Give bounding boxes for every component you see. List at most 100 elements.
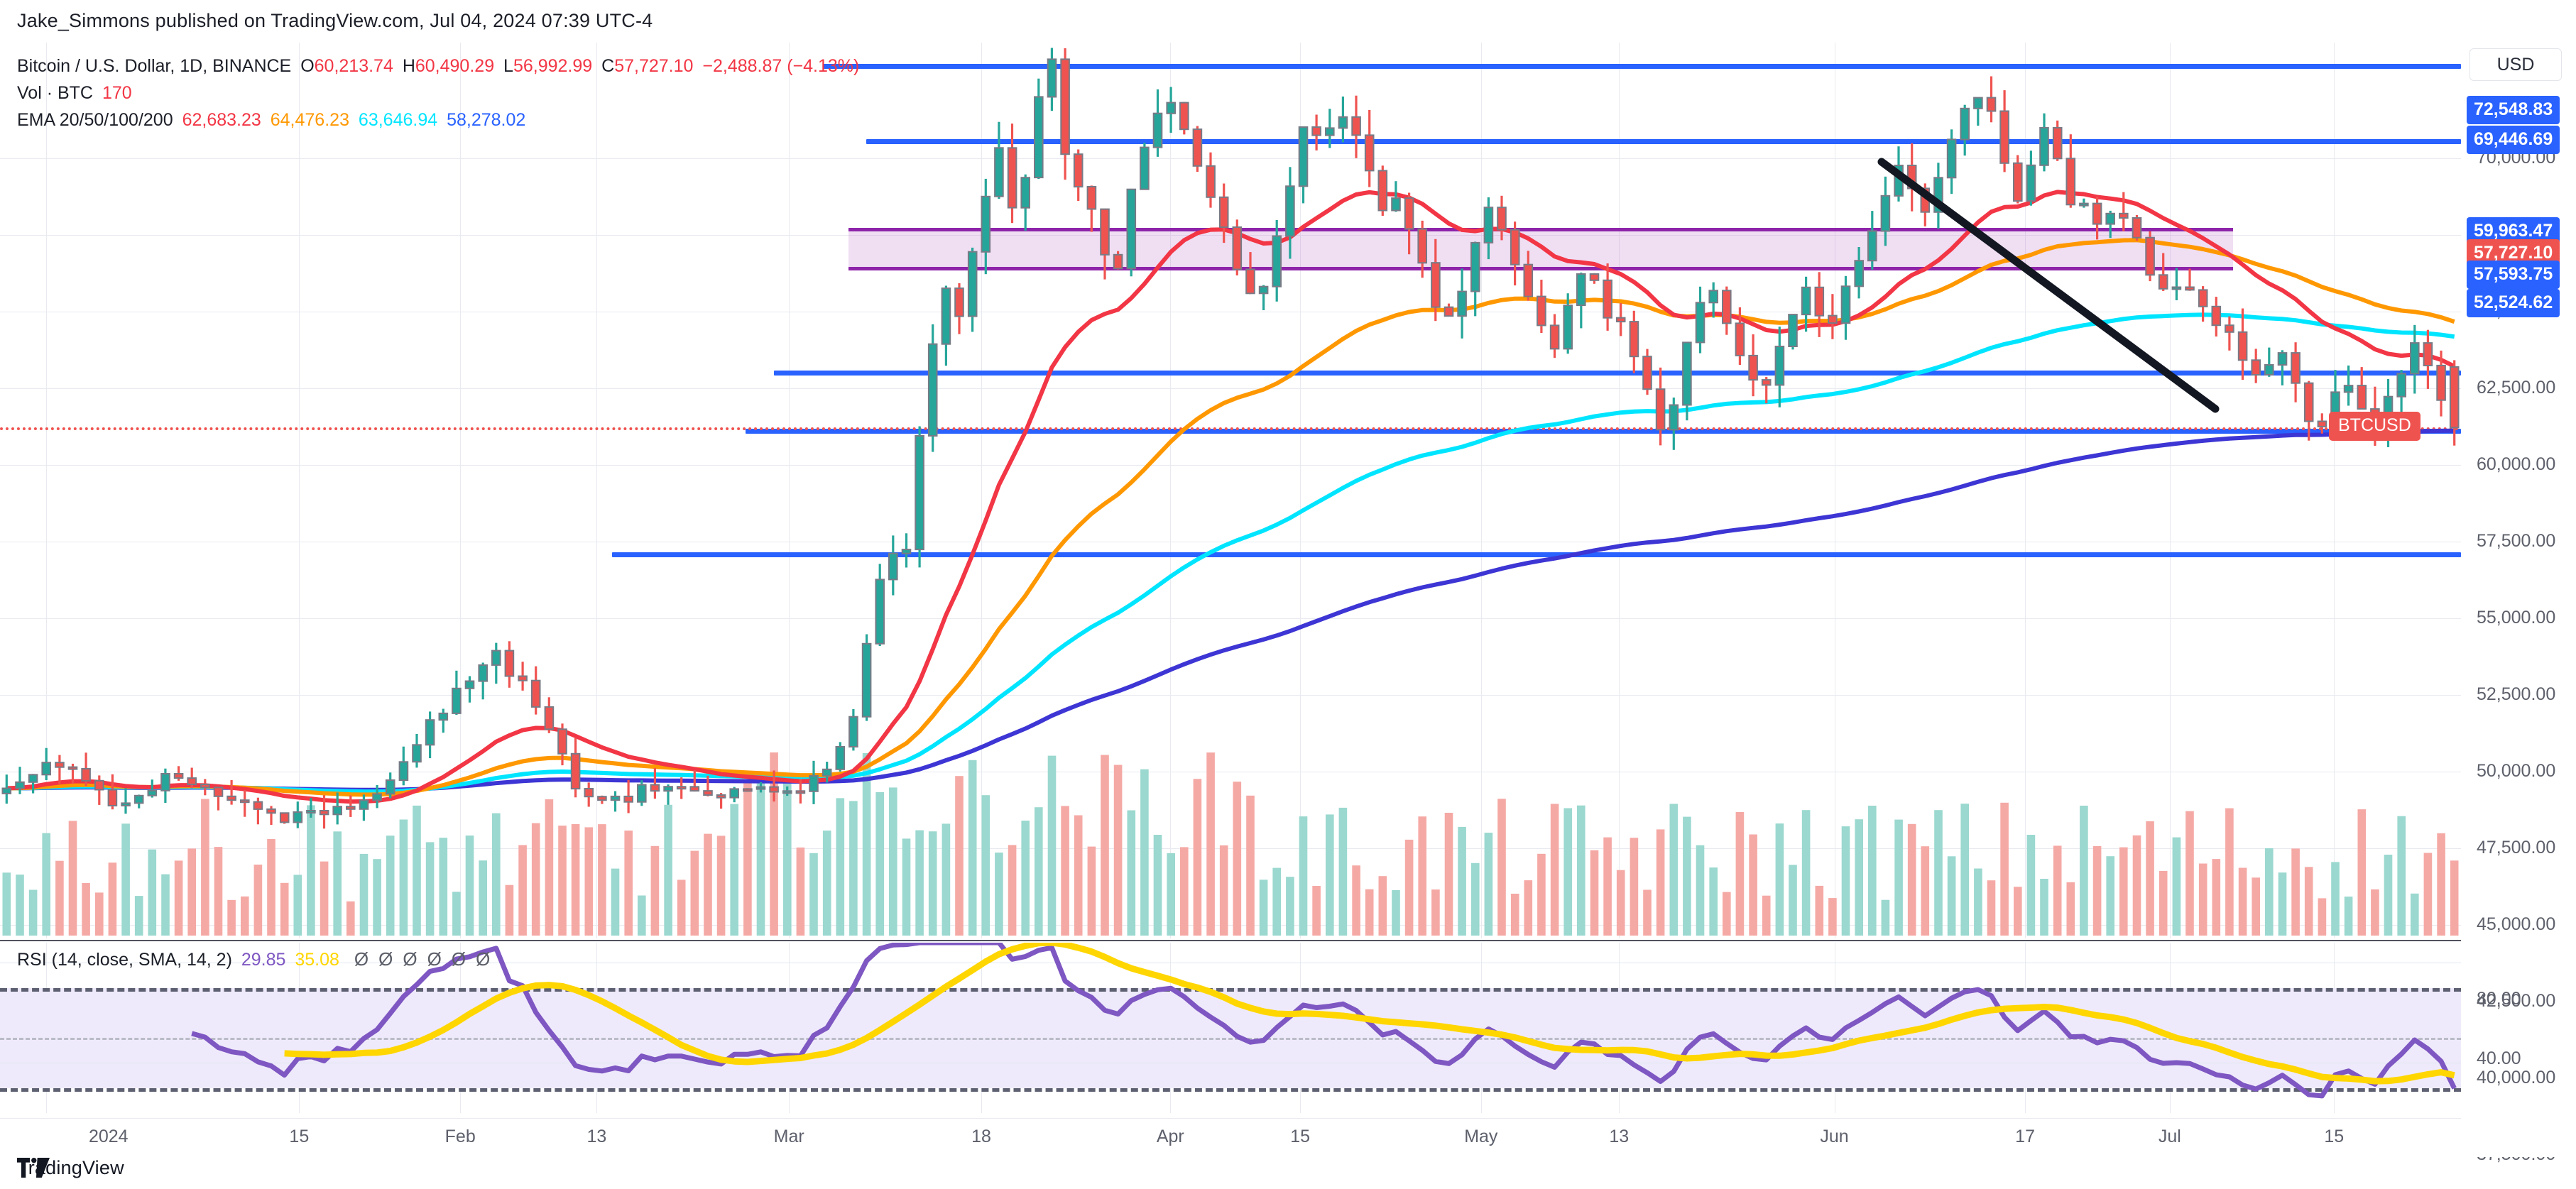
price-axis[interactable]: USD 70,000.0067,500.0065,000.0062,500.00…: [2461, 43, 2576, 1164]
price-gridline-v-1: [299, 43, 300, 938]
rsi-legend-value: 29.85: [241, 950, 286, 970]
rsi-tick-1: 40.00: [2477, 1048, 2521, 1068]
price-tick-7: 52,500.00: [2477, 684, 2556, 704]
legend-ema-row[interactable]: EMA 20/50/100/200 62,683.23 64,476.23 63…: [17, 106, 859, 133]
rsi-null-1: Ø: [378, 948, 393, 970]
rsi-midline: [0, 1038, 2461, 1041]
legend-symbol-row[interactable]: Bitcoin / U.S. Dollar, 1D, BINANCE O60,2…: [17, 53, 859, 80]
price-tick-4: 60,000.00: [2477, 454, 2556, 474]
pane-separator: [0, 940, 2461, 941]
price-gridline-v-11: [2025, 43, 2026, 938]
time-tick-11: 17: [2015, 1127, 2035, 1146]
descending-trendline[interactable]: [0, 43, 2461, 938]
rsi-legend[interactable]: RSI (14, close, SMA, 14, 2) 29.85 35.08 …: [17, 947, 490, 972]
level-support-52524[interactable]: [612, 552, 2461, 558]
currency-chip[interactable]: USD: [2469, 48, 2562, 81]
price-gridline-h-1: [0, 235, 2461, 236]
legend-change: −2,488.87 (−4.13%): [702, 56, 860, 76]
legend-close: 57,727.10: [614, 56, 694, 76]
price-gridline-v-4: [789, 43, 790, 938]
legend-high-label: H: [402, 56, 415, 76]
legend-open-label: O: [300, 56, 315, 76]
price-tick-6: 55,000.00: [2477, 608, 2556, 628]
legend-ema20: 62,683.23: [182, 110, 261, 130]
axis-badge-label: 72,548.83: [2474, 99, 2553, 119]
legend-ema200: 58,278.02: [447, 110, 526, 130]
price-gridline-v-3: [596, 43, 598, 938]
rsi-overbought-line: [0, 987, 2461, 992]
price-gridline-h-7: [0, 695, 2461, 696]
time-tick-0: 2024: [88, 1127, 129, 1146]
axis-badge-resistance-72548[interactable]: 72,548.83: [2467, 96, 2560, 124]
price-gridline-v-2: [460, 43, 462, 938]
legend-low: 56,992.99: [513, 56, 593, 76]
level-resistance-72548[interactable]: [824, 63, 2461, 69]
price-series: [1, 48, 2460, 936]
legend-high: 60,490.29: [415, 56, 495, 76]
symbol-badge-label: BTCUSD: [2338, 415, 2411, 436]
price-tick-12: 40,000.00: [2477, 1068, 2556, 1087]
chart-legend: Bitcoin / U.S. Dollar, 1D, BINANCE O60,2…: [17, 53, 859, 133]
time-tick-8: May: [1464, 1127, 1498, 1146]
price-gridline-v-12: [2169, 43, 2171, 938]
legend-ema100: 63,646.94: [358, 110, 438, 130]
axis-badge-support-57593[interactable]: 57,593.75: [2467, 261, 2560, 289]
price-gridline-v-13: [2334, 43, 2335, 938]
price-gridline-h-10: [0, 925, 2461, 926]
price-tick-8: 50,000.00: [2477, 761, 2556, 781]
time-tick-12: Jul: [2158, 1127, 2181, 1146]
axis-badge-label: 69,446.69: [2474, 129, 2553, 149]
tradingview-logo-icon: [17, 1157, 50, 1178]
time-tick-3: 13: [586, 1127, 607, 1146]
time-axis-divider: [0, 1118, 2461, 1119]
chart-frame: BTCUSD Bitcoin / U.S. Dollar, 1D, BINANC…: [0, 43, 2576, 1164]
legend-volume-value: 170: [102, 83, 132, 103]
rsi-null-5: Ø: [476, 948, 491, 970]
price-gridline-h-9: [0, 848, 2461, 849]
price-gridline-h-4: [0, 465, 2461, 466]
legend-volume-row[interactable]: Vol · BTC 170: [17, 80, 859, 106]
level-support-59963[interactable]: [774, 371, 2461, 376]
time-tick-2: Feb: [444, 1127, 476, 1146]
price-pane[interactable]: BTCUSD Bitcoin / U.S. Dollar, 1D, BINANC…: [0, 43, 2461, 938]
legend-symbol: Bitcoin / U.S. Dollar, 1D, BINANCE: [17, 56, 292, 76]
rsi-null-0: Ø: [354, 948, 369, 970]
time-tick-7: 15: [1290, 1127, 1311, 1146]
rsi-null-4: Ø: [451, 948, 466, 970]
last-price-line: [0, 427, 2461, 431]
axis-badge-label: 59,963.47: [2474, 221, 2553, 241]
price-gridline-h-6: [0, 618, 2461, 619]
rsi-pane[interactable]: RSI (14, close, SMA, 14, 2) 29.85 35.08 …: [0, 943, 2461, 1113]
legend-ema50: 64,476.23: [270, 110, 349, 130]
rsi-oversold-line: [0, 1087, 2461, 1092]
legend-ema-label: EMA 20/50/100/200: [17, 110, 173, 130]
rsi-null-3: Ø: [427, 948, 442, 970]
price-gridline-v-7: [1300, 43, 1301, 938]
rsi-series: [191, 943, 2457, 1099]
time-axis[interactable]: 2024 15 Feb 13 Mar 18 Apr 15 May 13 Jun 17 Jul 15: [0, 1118, 2576, 1157]
rsi-tick-0: 80.00: [2477, 989, 2521, 1009]
legend-open: 60,213.74: [314, 56, 393, 76]
axis-badge-label: 57,727.10: [2474, 243, 2553, 263]
price-tick-11: 42,500.00: [2477, 991, 2556, 1011]
legend-close-label: C: [601, 56, 615, 76]
price-gridline-v-0: [45, 43, 47, 938]
time-tick-9: 13: [1609, 1127, 1630, 1146]
price-gridline-v-6: [1170, 43, 1172, 938]
axis-badge-support-52524[interactable]: 52,524.62: [2467, 289, 2560, 317]
time-tick-1: 15: [289, 1127, 310, 1146]
price-gridline-v-9: [1619, 43, 1620, 938]
level-support-57593[interactable]: [746, 428, 2461, 434]
time-tick-6: Apr: [1156, 1127, 1184, 1146]
rsi-legend-sma: 35.08: [295, 950, 339, 970]
level-resistance-69446[interactable]: [866, 139, 2461, 145]
time-tick-5: 18: [971, 1127, 991, 1146]
axis-badge-resistance-69446[interactable]: 69,446.69: [2467, 126, 2560, 154]
footer[interactable]: TradingView: [17, 1157, 124, 1179]
currency-chip-label: USD: [2496, 54, 2535, 75]
legend-low-label: L: [503, 56, 513, 76]
symbol-badge[interactable]: BTCUSD: [2329, 412, 2421, 442]
legend-volume-label: Vol · BTC: [17, 83, 93, 103]
